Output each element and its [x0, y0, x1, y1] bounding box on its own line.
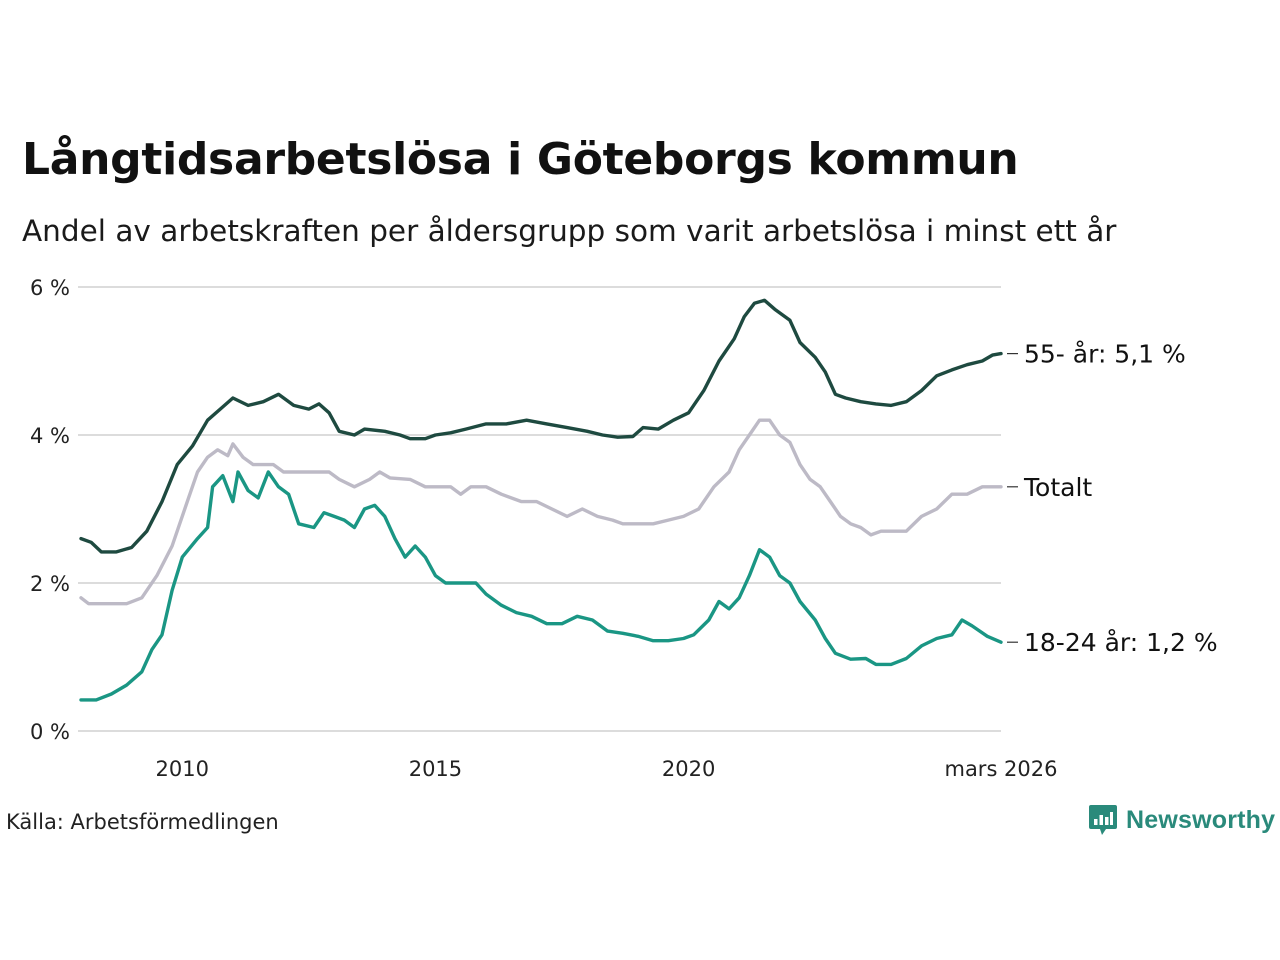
series-end-labels: 55- år: 5,1 % Totalt 18-24 år: 1,2 %: [1007, 340, 1218, 657]
x-axis-ticks: 2010 2015 2020 mars 2026: [156, 757, 1058, 781]
series-line-totalt: [79, 418, 1003, 606]
y-tick-label: 4 %: [30, 424, 70, 448]
newsworthy-logo-icon: [1089, 805, 1117, 835]
x-tick-label: 2015: [409, 757, 462, 781]
source-note: Källa: Arbetsförmedlingen: [6, 810, 279, 834]
x-tick-label: 2020: [662, 757, 715, 781]
brand-name: Newsworthy: [1126, 805, 1276, 834]
chart-subtitle: Andel av arbetskraften per åldersgrupp s…: [22, 214, 1117, 248]
brand-logo: Newsworthy: [1088, 803, 1275, 837]
series-end-label: Totalt: [1023, 473, 1092, 502]
series-line-55-r: [79, 298, 1003, 554]
series-line-18-24-r: [79, 470, 1003, 702]
grid-lines: [78, 286, 1001, 732]
chart-title: Långtidsarbetslösa i Göteborgs kommun: [22, 134, 1019, 185]
x-tick-label: mars 2026: [944, 757, 1057, 781]
y-axis-ticks: 0 % 2 % 4 % 6 %: [30, 276, 70, 744]
series-end-label: 55- år: 5,1 %: [1024, 340, 1186, 369]
y-tick-label: 0 %: [30, 720, 70, 744]
series-lines: [79, 298, 1003, 702]
y-tick-label: 6 %: [30, 276, 70, 300]
series-end-label: 18-24 år: 1,2 %: [1024, 628, 1218, 657]
x-tick-label: 2010: [156, 757, 209, 781]
y-tick-label: 2 %: [30, 572, 70, 596]
